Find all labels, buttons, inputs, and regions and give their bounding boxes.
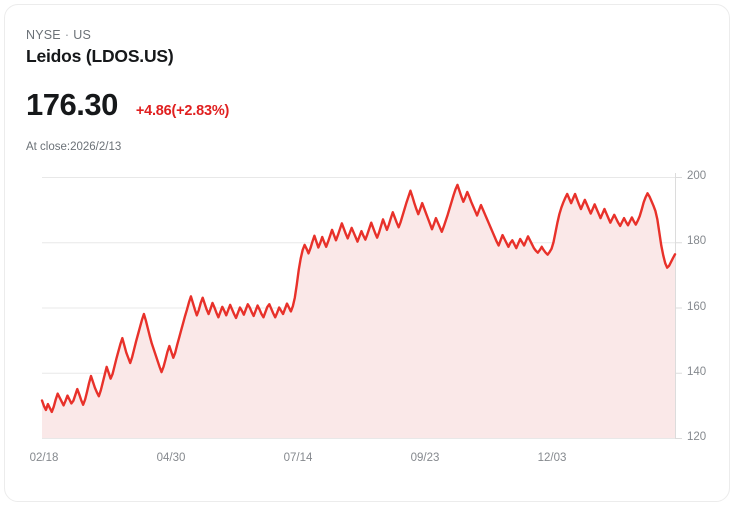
separator-dot: · xyxy=(64,28,70,42)
price-change: +4.86(+2.83%) xyxy=(135,103,230,119)
stock-quote-card: NYSE · US Leidos (LDOS.US) 176.30 +4.86(+2… xyxy=(4,4,730,502)
x-axis-tick-2: 07/14 xyxy=(283,452,313,464)
x-axis-tick-0: 02/18 xyxy=(29,452,59,464)
y-axis-tick-120: 120 xyxy=(687,431,707,443)
y-axis-tick-160: 160 xyxy=(687,300,707,313)
last-price: 176.30 xyxy=(26,87,118,122)
market-status-note: At close:2026/2/13 xyxy=(26,141,122,153)
x-axis-tick-1: 04/30 xyxy=(156,452,186,464)
y-axis-tick-180: 180 xyxy=(687,235,707,248)
x-axis-tick-4: 12/03 xyxy=(537,452,567,464)
exchange-region: NYSE · US xyxy=(26,28,91,42)
page-title: Leidos (LDOS.US) xyxy=(26,46,174,66)
exchange-label: NYSE xyxy=(26,28,61,42)
price-row: 176.30 +4.86(+2.83%) xyxy=(26,87,229,123)
x-axis-tick-3: 09/23 xyxy=(410,452,440,464)
region-label: US xyxy=(73,28,91,42)
y-axis-tick-200: 200 xyxy=(687,170,707,182)
y-axis-tick-140: 140 xyxy=(687,365,707,378)
price-chart[interactable]: 200 180 160 140 120 02/18 04/30 07/14 09/23 12/0… xyxy=(5,5,729,501)
price-chart-svg xyxy=(40,173,682,439)
